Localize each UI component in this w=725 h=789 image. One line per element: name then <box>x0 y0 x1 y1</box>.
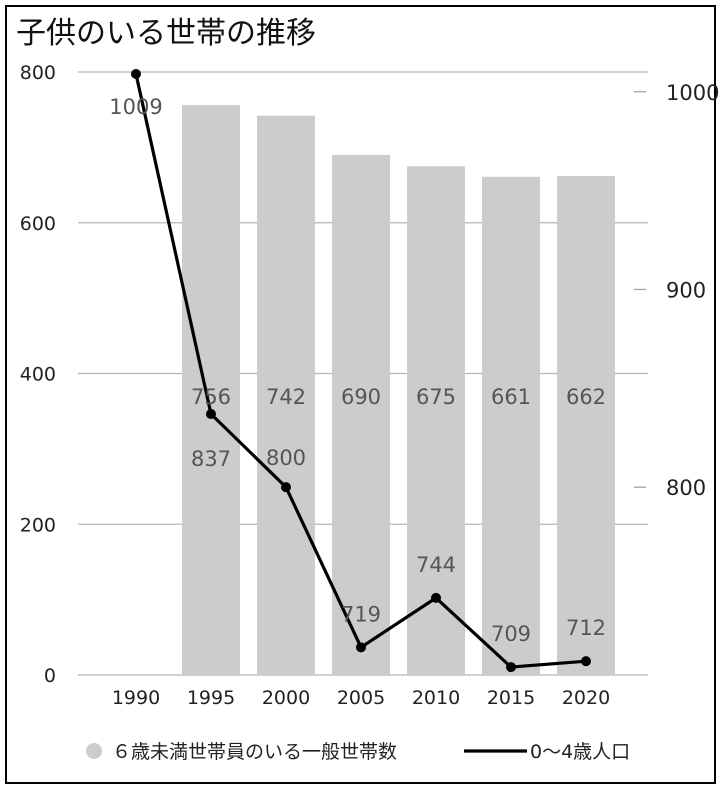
line-point-2005 <box>356 642 366 653</box>
bar-2010 <box>407 166 465 675</box>
bar-data-label: 675 <box>416 385 456 409</box>
bar-2020 <box>557 176 615 675</box>
left-tick-label: 400 <box>20 364 56 386</box>
bar-data-label: 742 <box>266 385 306 409</box>
left-tick-label: 800 <box>20 62 56 84</box>
right-tick-label: 800 <box>666 476 706 500</box>
line-point-1990 <box>131 68 141 79</box>
bar-data-label: 756 <box>191 385 231 409</box>
line-data-label: 1009 <box>109 95 162 119</box>
line-data-label: 800 <box>266 446 306 470</box>
right-axis: 800 900 1000 <box>634 81 719 500</box>
x-tick-label: 2010 <box>412 687 460 709</box>
x-tick-label: 2015 <box>487 687 535 709</box>
bar-2000 <box>257 115 315 675</box>
bar-data-label: 661 <box>491 385 531 409</box>
line-point-2000 <box>281 482 291 493</box>
line-data-label: 744 <box>416 553 456 577</box>
legend-bar-marker <box>86 743 102 759</box>
line-data-label: 709 <box>491 622 531 646</box>
line-point-2015 <box>506 662 516 673</box>
right-tick-label: 900 <box>666 278 706 302</box>
bar-2015 <box>482 176 540 676</box>
line-data-label: 719 <box>341 602 381 626</box>
x-tick-label: 1995 <box>187 687 235 709</box>
bar-2005 <box>332 154 390 676</box>
x-tick-label: 1990 <box>112 687 160 709</box>
left-tick-label: 600 <box>20 213 56 235</box>
left-tick-label: 200 <box>20 514 56 536</box>
legend: ６歳未満世帯員のいる一般世帯数 0〜4歳人口 <box>86 741 630 763</box>
chart-title: 子供のいる世帯の推移 <box>16 16 316 51</box>
right-tick-label: 1000 <box>666 81 719 105</box>
bar-series <box>182 105 615 676</box>
legend-line-label: 0〜4歳人口 <box>530 741 630 763</box>
line-data-label: 837 <box>191 447 231 471</box>
legend-bar-label: ６歳未満世帯員のいる一般世帯数 <box>112 741 397 763</box>
line-point-1995 <box>206 409 216 420</box>
line-data-label: 712 <box>566 616 606 640</box>
bar-data-label: 662 <box>566 385 606 409</box>
x-axis: 1990 1995 2000 2005 2010 2015 2020 <box>112 687 610 709</box>
left-axis: 0 200 400 600 800 <box>20 62 56 687</box>
x-tick-label: 2005 <box>337 687 385 709</box>
bar-1995 <box>182 105 240 676</box>
line-series <box>131 68 591 673</box>
left-tick-label: 0 <box>44 665 56 687</box>
bar-data-label: 690 <box>341 385 381 409</box>
line-point-2010 <box>431 592 441 603</box>
x-tick-label: 2000 <box>262 687 310 709</box>
x-tick-label: 2020 <box>562 687 610 709</box>
data-labels: 756 742 690 675 661 662 1009 837 800 719 744 709 712 <box>109 95 606 646</box>
line-point-2020 <box>581 656 591 667</box>
